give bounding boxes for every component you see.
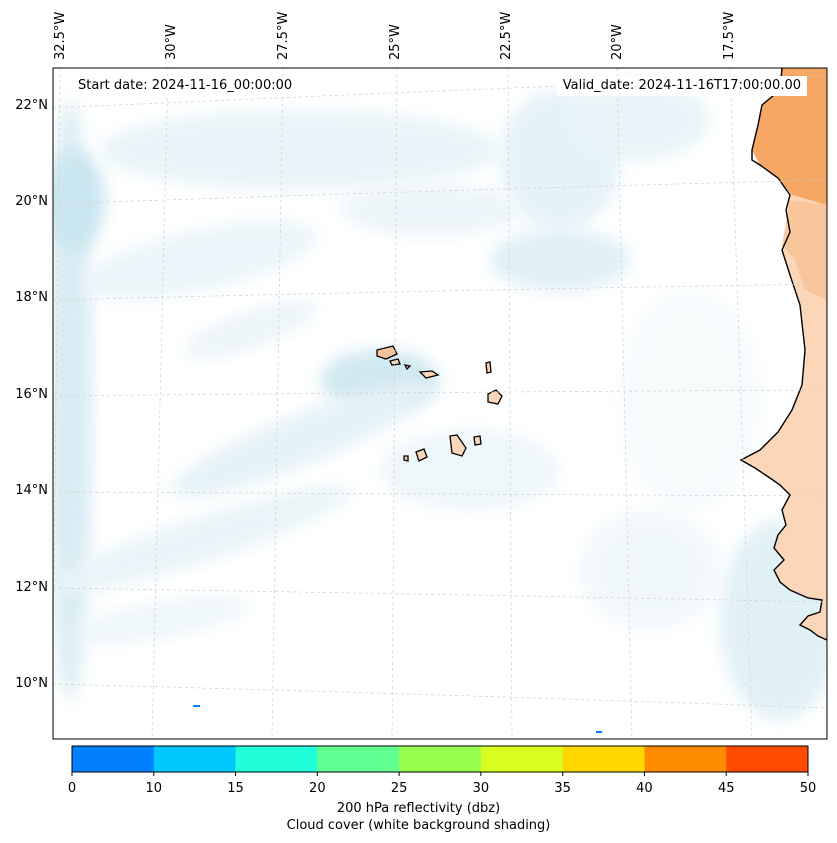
colorbar-tick-label: 40	[636, 781, 653, 796]
reflectivity-speck	[193, 705, 200, 707]
colorbar-tick-label: 0	[67, 781, 77, 796]
colorbar-segment	[153, 746, 237, 772]
colorbar-segment	[72, 746, 155, 772]
colorbar-segment	[644, 746, 727, 772]
colorbar-tick-label: 15	[227, 781, 244, 796]
colorbar-segment	[399, 746, 482, 772]
lon-label: 27.5°W	[276, 11, 291, 60]
lat-label: 10°N	[15, 676, 48, 691]
colorbar-border	[71, 745, 809, 773]
island-santa-luzia	[403, 364, 412, 371]
lat-label: 14°N	[15, 483, 48, 498]
lon-label: 25°W	[388, 24, 403, 60]
island-maio	[473, 435, 482, 446]
island-sao-nicolau	[418, 370, 440, 379]
colorbar-segment	[562, 746, 645, 772]
reflectivity-speck	[596, 731, 602, 733]
lat-label: 18°N	[15, 290, 48, 305]
lat-label: 16°N	[15, 387, 48, 402]
island-santo-antao	[376, 345, 398, 360]
valid-date-label: Valid_date: 2024-11-16T17:00:00.00	[556, 76, 807, 96]
colorbar-sublabel: Cloud cover (white background shading)	[286, 818, 551, 833]
colorbar-segment	[480, 746, 564, 772]
lat-label: 22°N	[15, 98, 48, 113]
colorbar-label: 200 hPa reflectivity (dbz)	[336, 801, 501, 816]
colorbar-segment	[235, 746, 318, 772]
island-santiago	[449, 434, 467, 457]
colorbar-tick-label: 10	[145, 781, 163, 796]
colorbar-tick-label: 25	[390, 781, 408, 796]
lat-label: 20°N	[15, 194, 48, 209]
start-date-label: Start date: 2024-11-16_00:00:00	[72, 76, 299, 96]
island-boa-vista	[487, 389, 503, 405]
island-sal	[485, 361, 492, 374]
cloud-cover-shading	[53, 80, 827, 720]
lon-label: 32.5°W	[53, 11, 68, 60]
island-brava	[403, 455, 409, 462]
colorbar-tick-label: 35	[554, 781, 571, 796]
colorbar	[71, 745, 809, 776]
colorbar-tick-label: 50	[799, 781, 817, 796]
colorbar-tick-label: 20	[309, 781, 326, 796]
lon-label: 30°W	[164, 24, 179, 60]
map-border	[52, 67, 828, 740]
lon-label: 20°W	[610, 24, 625, 60]
lat-label: 12°N	[15, 580, 48, 595]
island-fogo	[415, 448, 428, 462]
lon-label: 17.5°W	[722, 11, 737, 60]
colorbar-tick-label: 45	[717, 781, 735, 796]
colorbar-tick-label: 30	[472, 781, 490, 796]
lon-label: 22.5°W	[499, 11, 514, 60]
colorbar-segment	[726, 746, 809, 772]
africa-landmass	[739, 68, 827, 641]
cape-verde-islands	[376, 345, 503, 462]
colorbar-segment	[317, 746, 400, 772]
